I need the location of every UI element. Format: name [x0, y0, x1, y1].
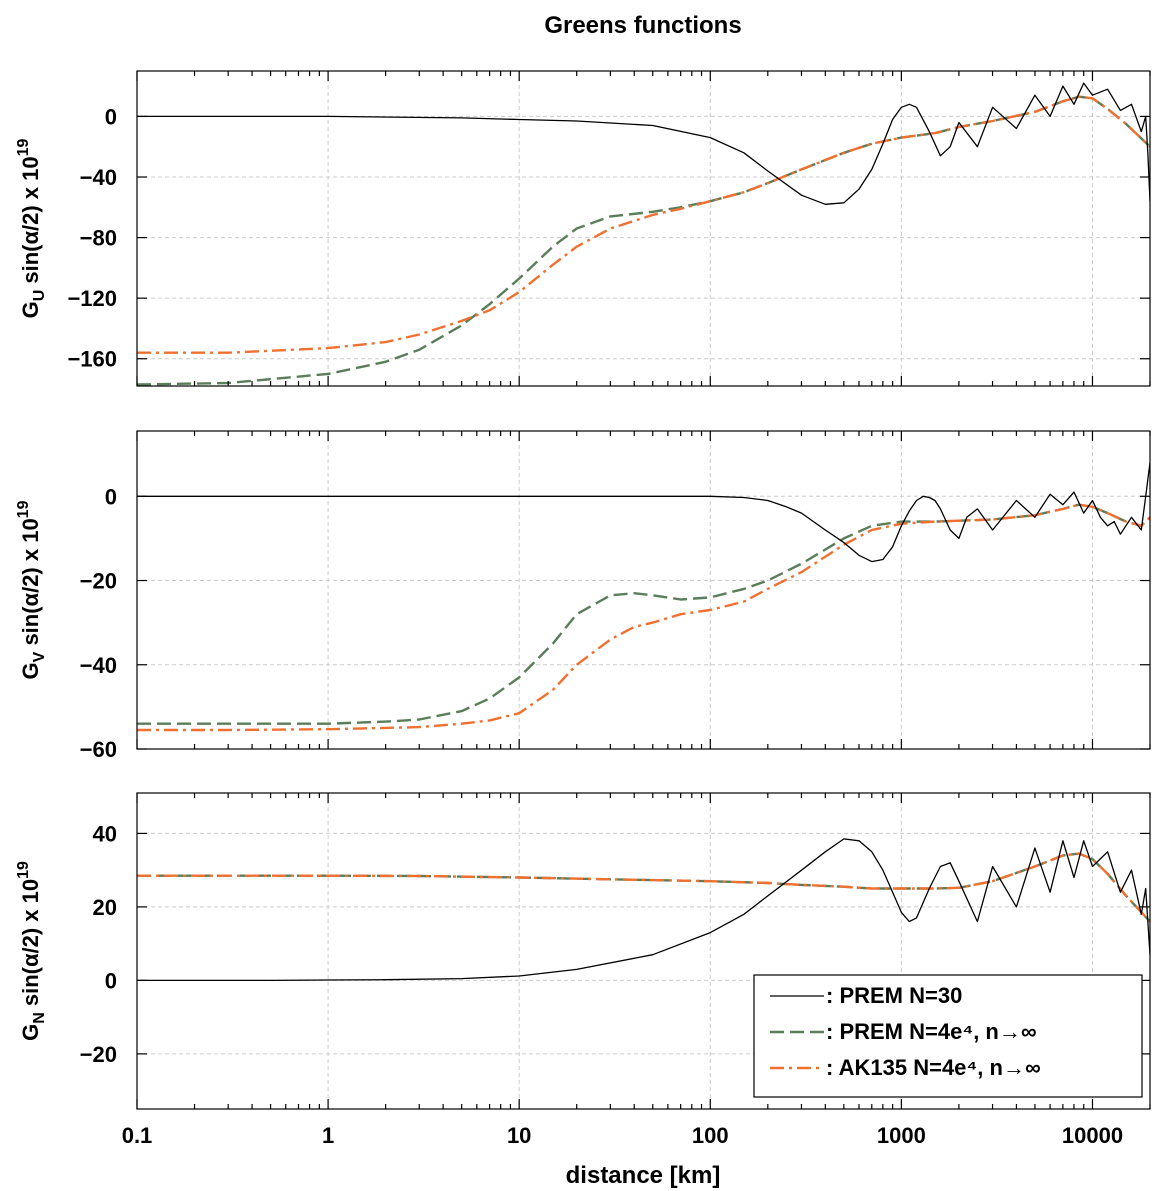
- x-tick-label: 0.1: [122, 1123, 153, 1148]
- grid-GU: [136, 71, 1150, 386]
- y-axis-label-group-GN: GN sin(α/2) x 1019: [15, 861, 48, 1041]
- panels: 0 −40 −80 −120 −160 GU sin(α/2) x 1019 0 −20 −40…: [15, 70, 1151, 1148]
- x-tick-label: 100: [692, 1123, 729, 1148]
- series-line-prem30-GU: [137, 82, 1150, 205]
- y-tick-label: −60: [80, 737, 117, 762]
- series-line-prem4e4-GN: [137, 852, 1150, 923]
- series-line-prem4e4-GU: [137, 95, 1150, 386]
- x-axis-label: distance [km]: [566, 1162, 721, 1189]
- ticks-GV: 0 −20 −40 −60: [80, 431, 1151, 762]
- y-tick-label: −120: [67, 286, 117, 311]
- series-group-GU: [137, 82, 1150, 386]
- chart-title: Greens functions: [544, 12, 741, 39]
- y-tick-label: 40: [93, 821, 117, 846]
- plot-frame-GV: [136, 430, 1151, 750]
- y-tick-label: 0: [105, 104, 117, 129]
- y-axis-label-group-GV: GV sin(α/2) x 1019: [15, 500, 48, 679]
- legend-label-ak135: : AK135 N=4e⁴, n→∞: [826, 1055, 1041, 1080]
- y-tick-label: 20: [93, 895, 117, 920]
- panel-GU: 0 −40 −80 −120 −160 GU sin(α/2) x 1019: [15, 70, 1151, 387]
- panel-GN: 40 20 0 −20 GN sin(α/2) x 1019 0.1 1 10 100 1000 1…: [15, 792, 1151, 1148]
- y-tick-label: −160: [67, 347, 117, 372]
- x-tick-label: 1: [322, 1123, 334, 1148]
- y-axis-label: GU sin(α/2) x 1019: [15, 138, 48, 318]
- series-line-ak135-GN: [137, 852, 1150, 923]
- series-group-GN: [137, 838, 1150, 982]
- grid-GV: [136, 431, 1150, 750]
- series-line-prem4e4-GV: [137, 503, 1150, 725]
- legend-box: [753, 974, 1143, 1098]
- y-tick-label: 0: [105, 968, 117, 993]
- panel-GV: 0 −20 −40 −60 GV sin(α/2) x 1019: [15, 430, 1151, 762]
- ticks-GN: 40 20 0 −20: [80, 793, 1151, 1109]
- legend-label-prem30: : PREM N=30: [826, 983, 962, 1008]
- x-tick-label: 10: [507, 1123, 531, 1148]
- y-axis-label: GV sin(α/2) x 1019: [15, 500, 48, 679]
- legend-label-prem4e4: : PREM N=4e⁴, n→∞: [826, 1019, 1037, 1044]
- y-axis-label-group-GU: GU sin(α/2) x 1019: [15, 138, 48, 318]
- series-line-ak135-GU: [137, 95, 1150, 354]
- y-tick-label: −80: [80, 226, 117, 251]
- y-tick-label: 0: [105, 484, 117, 509]
- legend: : PREM N=30 : PREM N=4e⁴, n→∞ : AK135 N=4e…: [753, 974, 1143, 1098]
- y-tick-label: −40: [80, 653, 117, 678]
- y-tick-label: −20: [80, 569, 117, 594]
- series-line-prem30-GN: [137, 838, 1150, 982]
- plot-frame-GN: [136, 792, 1151, 1110]
- y-axis-label: GN sin(α/2) x 1019: [15, 861, 48, 1041]
- x-tick-label: 10000: [1062, 1123, 1123, 1148]
- series-line-prem30-GV: [137, 462, 1150, 563]
- plot-frame-GU: [136, 70, 1151, 387]
- series-line-ak135-GV: [137, 503, 1150, 732]
- ticks-GU: 0 −40 −80 −120 −160: [67, 71, 1151, 386]
- series-group-GV: [137, 462, 1150, 732]
- y-tick-label: −40: [80, 165, 117, 190]
- x-tick-label: 1000: [877, 1123, 926, 1148]
- y-tick-label: −20: [80, 1042, 117, 1067]
